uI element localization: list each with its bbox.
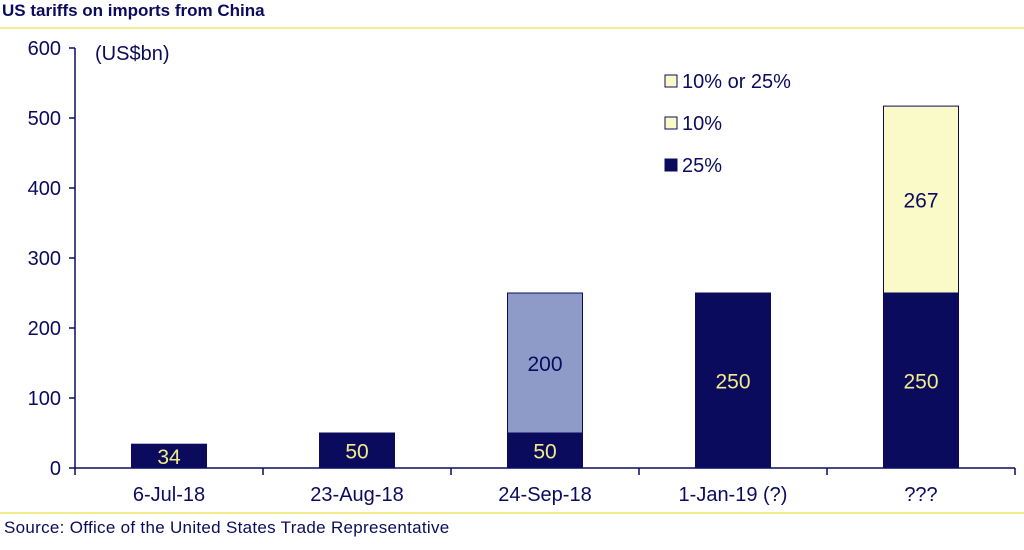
y-axis-unit-label: (US$bn) <box>95 43 169 65</box>
x-tick-label: 6-Jul-18 <box>133 484 205 506</box>
data-label: 50 <box>533 441 556 464</box>
stacked-bar-chart: 0 100 200 300 400 500 600 6-Jul-18 23-Aug-18 24-S… <box>28 38 1016 506</box>
y-tick-label: 300 <box>28 248 61 270</box>
chart-title: US tariffs on imports from China <box>2 1 265 20</box>
source-note: Source: Office of the United States Trad… <box>4 518 450 537</box>
legend: 10% or 25% 10% 25% <box>664 71 791 177</box>
bar-segment <box>507 292 583 434</box>
data-label: 200 <box>527 353 562 376</box>
bars: 34 50 50 200 250 250 267 <box>131 105 959 469</box>
data-label: 267 <box>903 190 938 213</box>
y-tick-label: 400 <box>28 178 61 200</box>
data-label: 250 <box>903 371 938 394</box>
bar-segment <box>883 292 959 469</box>
y-tick-label: 200 <box>28 318 61 340</box>
x-tick-label: 1-Jan-19 (?) <box>679 484 788 506</box>
bar-segment <box>131 443 207 469</box>
title-divider <box>0 27 1024 29</box>
x-tick-label: 23-Aug-18 <box>310 484 403 506</box>
source-divider <box>0 512 1024 514</box>
y-tick-label: 0 <box>50 458 61 480</box>
bar-segment <box>695 292 771 469</box>
y-tick-label: 500 <box>28 108 61 130</box>
legend-swatch <box>664 116 678 130</box>
x-tick-label: ??? <box>904 484 937 506</box>
axes: 0 100 200 300 400 500 600 6-Jul-18 23-Aug-18 24-S… <box>28 38 1016 506</box>
legend-swatch <box>664 158 678 172</box>
x-tick-label: 24-Sep-18 <box>498 484 591 506</box>
bar-segment <box>319 432 395 469</box>
legend-label: 25% <box>682 155 722 177</box>
bar-segment <box>883 105 959 294</box>
data-label: 250 <box>715 371 750 394</box>
y-tick-label: 600 <box>28 38 61 60</box>
legend-label: 10% <box>682 113 722 135</box>
data-label: 34 <box>157 446 181 469</box>
y-tick-label: 100 <box>28 388 61 410</box>
data-label: 50 <box>345 441 368 464</box>
legend-label: 10% or 25% <box>682 71 791 93</box>
legend-swatch <box>664 74 678 88</box>
